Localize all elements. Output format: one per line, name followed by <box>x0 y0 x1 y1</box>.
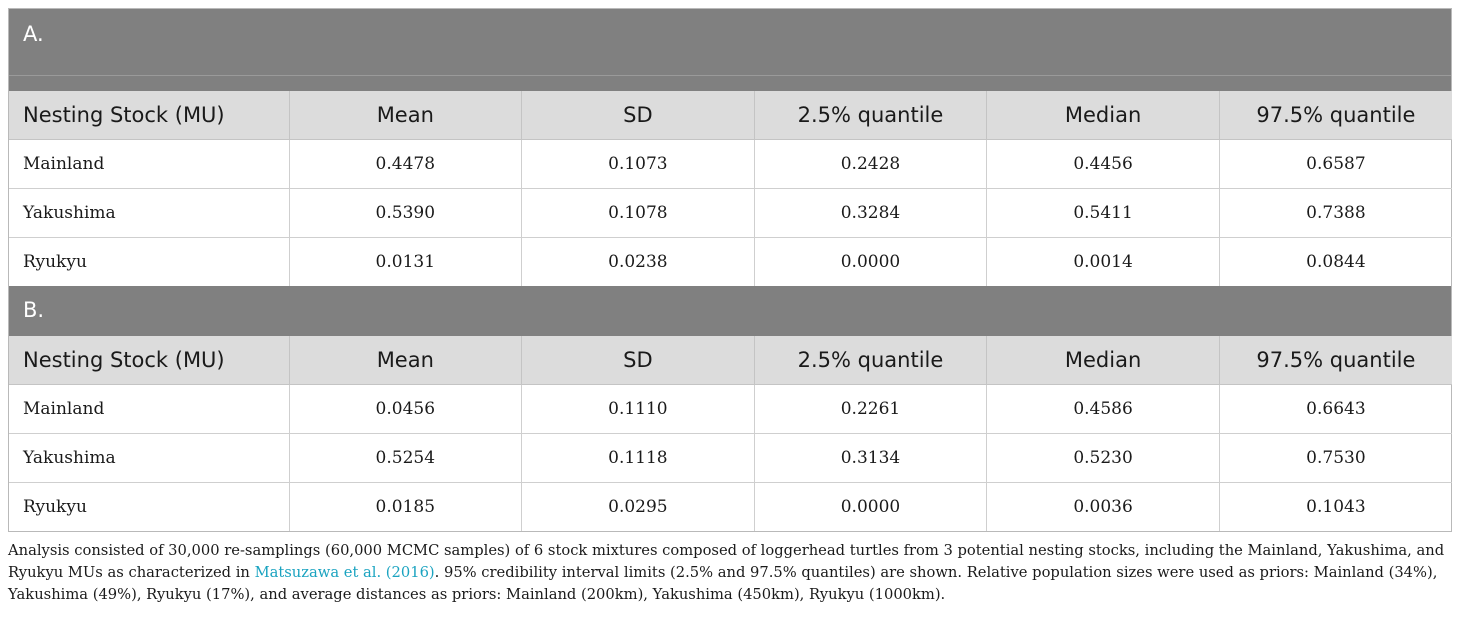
stock-name-cell: Yakushima <box>9 433 290 483</box>
q025-cell: 0.2261 <box>754 384 988 434</box>
mean-cell: 0.0456 <box>289 384 523 434</box>
table-row: Ryukyu 0.0185 0.0295 0.0000 0.0036 0.104… <box>9 482 1452 531</box>
table-row: Yakushima 0.5390 0.1078 0.3284 0.5411 0.… <box>9 188 1452 238</box>
column-header-median: Median <box>986 91 1220 140</box>
column-header-mean: Mean <box>289 91 523 140</box>
q025-cell: 0.0000 <box>754 482 988 531</box>
column-header-stock: Nesting Stock (MU) <box>9 91 290 140</box>
results-table-frame: A. Nesting Stock (MU) Mean SD 2.5% quant… <box>8 8 1452 532</box>
table-footnote: Analysis consisted of 30,000 re-sampling… <box>8 540 1458 606</box>
mean-cell: 0.0185 <box>289 482 523 531</box>
q025-cell: 0.3134 <box>754 433 988 483</box>
column-header-q975: 97.5% quantile <box>1219 91 1452 140</box>
sd-cell: 0.1078 <box>521 188 755 238</box>
sd-cell: 0.0238 <box>521 237 755 286</box>
mean-cell: 0.4478 <box>289 139 523 189</box>
q975-cell: 0.7388 <box>1219 188 1452 238</box>
mean-cell: 0.5390 <box>289 188 523 238</box>
column-header-q975: 97.5% quantile <box>1219 336 1452 385</box>
sd-cell: 0.1073 <box>521 139 755 189</box>
stock-name-cell: Mainland <box>9 384 290 434</box>
section-a-header: A. <box>9 9 1451 91</box>
section-b-table: Nesting Stock (MU) Mean SD 2.5% quantile… <box>9 336 1452 531</box>
mean-cell: 0.5254 <box>289 433 523 483</box>
median-cell: 0.4456 <box>986 139 1220 189</box>
q025-cell: 0.3284 <box>754 188 988 238</box>
section-b-header: B. <box>9 286 1451 336</box>
stock-name-cell: Mainland <box>9 139 290 189</box>
section-b-label: B. <box>23 298 45 322</box>
section-a-table: Nesting Stock (MU) Mean SD 2.5% quantile… <box>9 91 1452 286</box>
sd-cell: 0.1110 <box>521 384 755 434</box>
q975-cell: 0.0844 <box>1306 252 1366 272</box>
median-cell: 0.5230 <box>986 433 1220 483</box>
table-header-row: Nesting Stock (MU) Mean SD 2.5% quantile… <box>9 336 1452 385</box>
q975-cell: 0.1043 <box>1306 497 1366 517</box>
median-cell: 0.4586 <box>986 384 1220 434</box>
column-header-q025: 2.5% quantile <box>754 91 988 140</box>
column-header-sd: SD <box>521 91 755 140</box>
column-header-median: Median <box>986 336 1220 385</box>
section-a-label: A. <box>23 22 44 46</box>
sd-cell: 0.1118 <box>521 433 755 483</box>
column-header-stock: Nesting Stock (MU) <box>9 336 290 385</box>
footnote-text-start: Analysis consisted of 30,000 re-sampling… <box>8 542 1445 581</box>
table-row: Ryukyu 0.0131 0.0238 0.0000 0.0014 0.084… <box>9 237 1452 286</box>
median-cell: 0.5411 <box>986 188 1220 238</box>
stock-name-cell: Ryukyu <box>9 237 290 286</box>
stock-name-cell: Yakushima <box>9 188 290 238</box>
column-header-q025: 2.5% quantile <box>754 336 988 385</box>
q025-cell: 0.0000 <box>754 237 988 286</box>
reference-link[interactable]: Matsuzawa et al. (2016) <box>254 564 435 581</box>
table-row: Mainland 0.0456 0.1110 0.2261 0.4586 0.6… <box>9 384 1452 434</box>
median-cell: 0.0014 <box>986 237 1220 286</box>
section-a-divider <box>9 75 1451 76</box>
q975-cell: 0.7530 <box>1219 433 1452 483</box>
q975-cell: 0.6587 <box>1219 139 1452 189</box>
table-row: Mainland 0.4478 0.1073 0.2428 0.4456 0.6… <box>9 139 1452 189</box>
mean-cell: 0.0131 <box>289 237 523 286</box>
q975-cell: 0.6643 <box>1219 384 1452 434</box>
table-row: Yakushima 0.5254 0.1118 0.3134 0.5230 0.… <box>9 433 1452 483</box>
median-cell: 0.0036 <box>986 482 1220 531</box>
column-header-mean: Mean <box>289 336 523 385</box>
table-header-row: Nesting Stock (MU) Mean SD 2.5% quantile… <box>9 91 1452 140</box>
column-header-sd: SD <box>521 336 755 385</box>
sd-cell: 0.0295 <box>521 482 755 531</box>
q025-cell: 0.2428 <box>754 139 988 189</box>
stock-name-cell: Ryukyu <box>9 482 290 531</box>
footnote-text-end: . 95% credibility interval limits (2.5% … <box>8 564 1438 603</box>
